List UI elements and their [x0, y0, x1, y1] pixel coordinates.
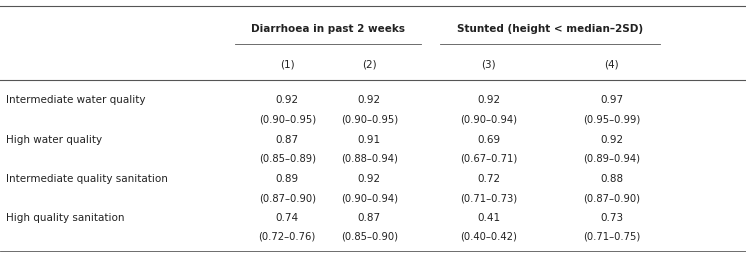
Text: 0.87: 0.87 [276, 135, 298, 145]
Text: (1): (1) [280, 60, 295, 70]
Text: (0.90–0.95): (0.90–0.95) [259, 114, 316, 124]
Text: 0.41: 0.41 [477, 213, 500, 223]
Text: 0.92: 0.92 [358, 95, 380, 105]
Text: (0.87–0.90): (0.87–0.90) [259, 193, 316, 203]
Text: (0.71–0.75): (0.71–0.75) [583, 232, 640, 242]
Text: Intermediate quality sanitation: Intermediate quality sanitation [6, 174, 168, 184]
Text: High water quality: High water quality [6, 135, 102, 145]
Text: (0.90–0.94): (0.90–0.94) [341, 193, 398, 203]
Text: 0.91: 0.91 [358, 135, 380, 145]
Text: 0.92: 0.92 [276, 95, 298, 105]
Text: (0.87–0.90): (0.87–0.90) [583, 193, 640, 203]
Text: (0.85–0.89): (0.85–0.89) [259, 154, 316, 164]
Text: (0.40–0.42): (0.40–0.42) [460, 232, 517, 242]
Text: (3): (3) [481, 60, 496, 70]
Text: 0.73: 0.73 [601, 213, 623, 223]
Text: (0.90–0.94): (0.90–0.94) [460, 114, 517, 124]
Text: 0.89: 0.89 [276, 174, 298, 184]
Text: 0.92: 0.92 [601, 135, 623, 145]
Text: High quality sanitation: High quality sanitation [6, 213, 125, 223]
Text: 0.72: 0.72 [477, 174, 500, 184]
Text: (0.71–0.73): (0.71–0.73) [460, 193, 517, 203]
Text: (0.72–0.76): (0.72–0.76) [259, 232, 316, 242]
Text: 0.92: 0.92 [358, 174, 380, 184]
Text: Diarrhoea in past 2 weeks: Diarrhoea in past 2 weeks [251, 24, 405, 34]
Text: 0.88: 0.88 [601, 174, 623, 184]
Text: (0.90–0.95): (0.90–0.95) [341, 114, 398, 124]
Text: Intermediate water quality: Intermediate water quality [6, 95, 145, 105]
Text: (4): (4) [604, 60, 619, 70]
Text: (0.85–0.90): (0.85–0.90) [341, 232, 398, 242]
Text: 0.69: 0.69 [477, 135, 500, 145]
Text: Stunted (height < median–2SD): Stunted (height < median–2SD) [457, 24, 643, 34]
Text: 0.74: 0.74 [276, 213, 298, 223]
Text: 0.97: 0.97 [601, 95, 623, 105]
Text: (0.89–0.94): (0.89–0.94) [583, 154, 640, 164]
Text: (0.88–0.94): (0.88–0.94) [341, 154, 398, 164]
Text: (0.67–0.71): (0.67–0.71) [460, 154, 517, 164]
Text: 0.92: 0.92 [477, 95, 500, 105]
Text: 0.87: 0.87 [358, 213, 380, 223]
Text: (0.95–0.99): (0.95–0.99) [583, 114, 640, 124]
Text: (2): (2) [362, 60, 377, 70]
